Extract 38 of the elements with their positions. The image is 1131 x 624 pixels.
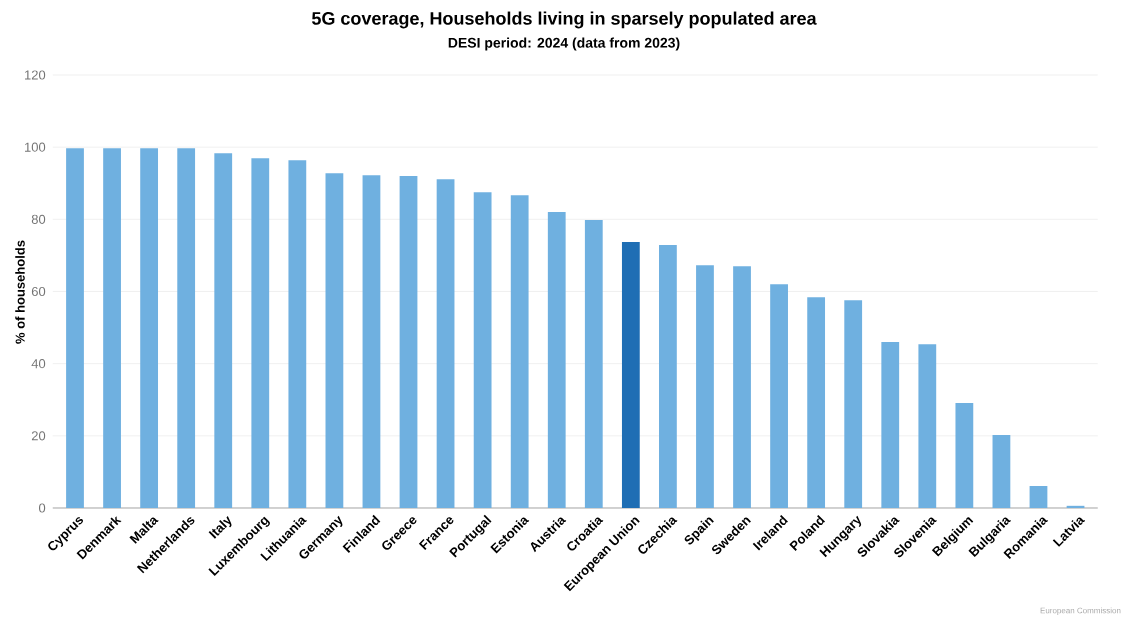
bar (399, 176, 418, 508)
bar (621, 242, 640, 508)
bar (214, 153, 233, 508)
y-tick-label: 120 (25, 70, 46, 80)
bar (66, 148, 84, 508)
bar (955, 402, 974, 508)
bar (140, 148, 159, 508)
y-axis-title: % of households (15, 240, 25, 344)
y-tick-label: 0 (38, 503, 46, 513)
chart-title: 5G coverage, Households living in sparsely populated area (311, 11, 817, 29)
bar (251, 158, 270, 508)
bar (1029, 485, 1048, 508)
bar (733, 266, 751, 508)
bar (807, 297, 826, 508)
bar (659, 244, 677, 508)
bar (584, 220, 603, 508)
bar (696, 265, 714, 508)
bar (473, 192, 492, 508)
y-tick-label: 80 (31, 214, 46, 224)
bar (103, 148, 121, 508)
bar (881, 342, 900, 508)
text: European Commission (1040, 607, 1121, 615)
bar (362, 175, 381, 508)
bar (547, 212, 566, 508)
bar (288, 160, 307, 508)
bar (177, 148, 196, 508)
bar (844, 300, 863, 508)
bar (918, 344, 937, 508)
bar (436, 179, 455, 508)
bar (992, 435, 1011, 508)
bar (770, 284, 788, 508)
chart-subtitle: DESI period: 2024 (data from 2023) (448, 37, 680, 51)
bar (510, 195, 529, 508)
y-tick-label: 100 (25, 142, 46, 152)
y-tick-label: 20 (31, 431, 46, 441)
y-tick-label: 60 (31, 286, 46, 297)
bar (325, 173, 344, 508)
y-tick-label: 40 (31, 359, 46, 369)
